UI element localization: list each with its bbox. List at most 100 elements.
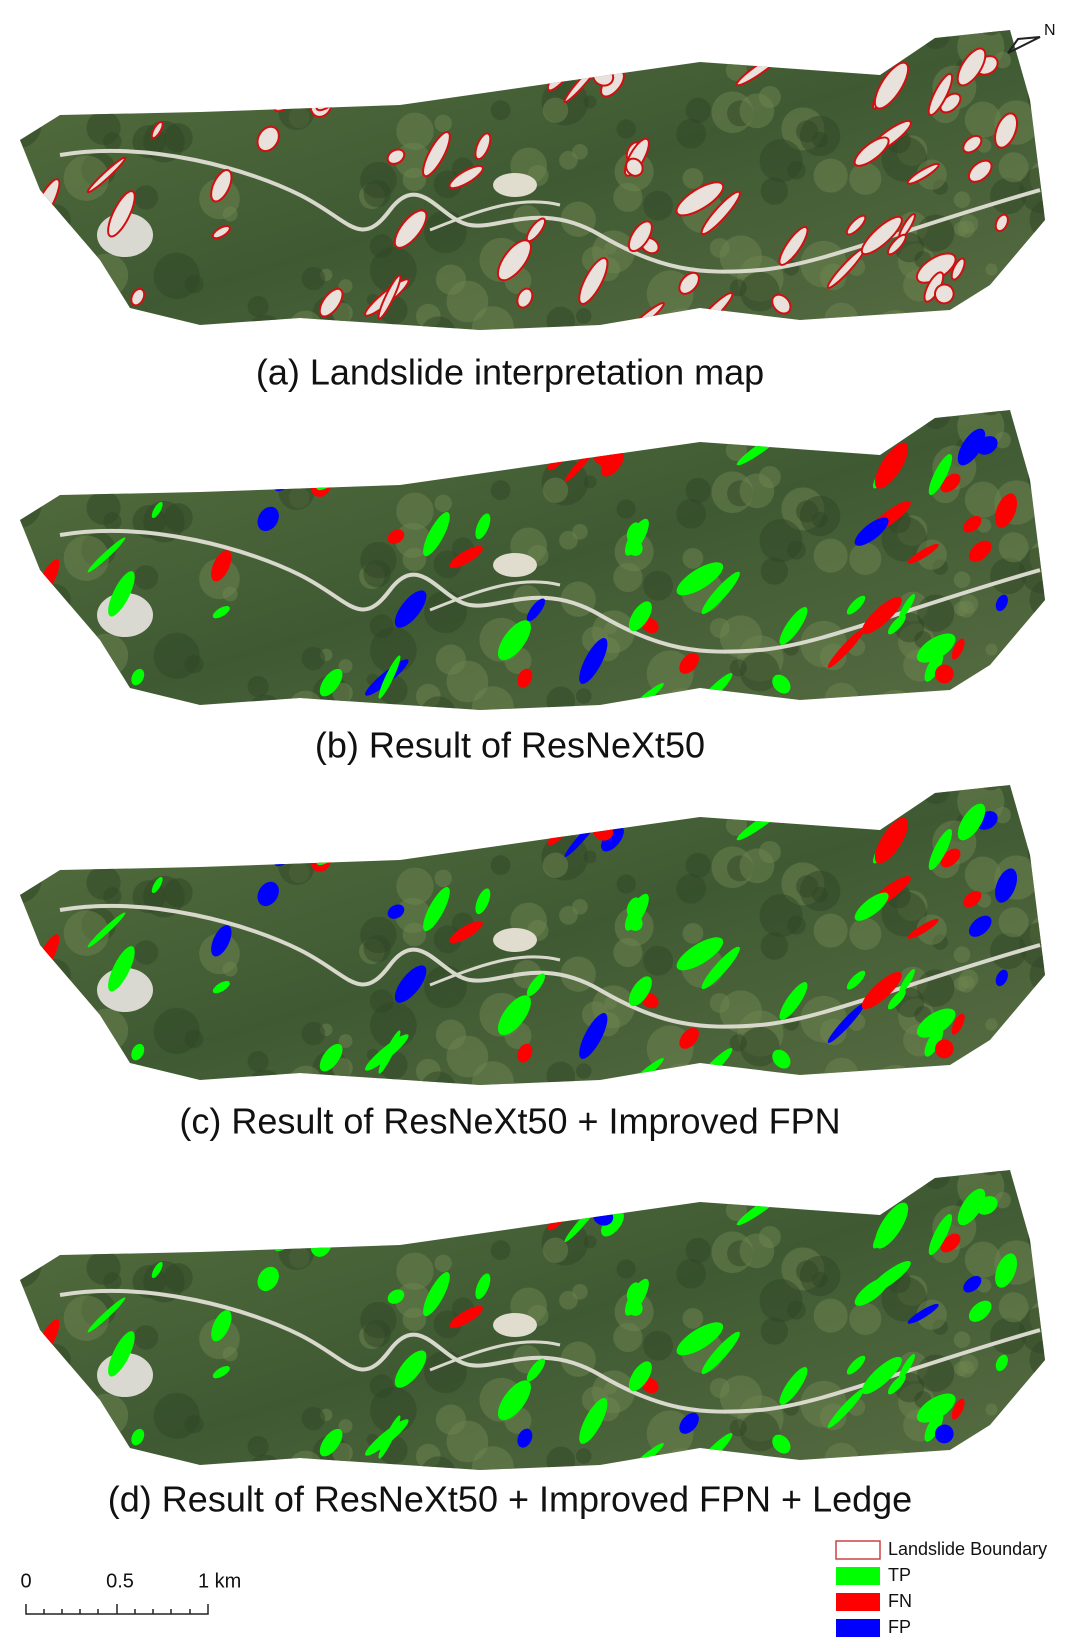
texture — [999, 532, 1029, 562]
map-panel — [0, 385, 1081, 735]
texture — [676, 874, 706, 904]
texture — [54, 303, 87, 336]
texture — [344, 1187, 373, 1216]
texture — [0, 20, 8, 33]
texture — [551, 1162, 588, 1199]
texture — [922, 21, 950, 49]
texture — [768, 1079, 790, 1101]
texture — [710, 1378, 730, 1398]
texture — [370, 989, 394, 1013]
texture — [247, 695, 284, 732]
texture — [839, 1190, 852, 1203]
texture — [835, 784, 863, 812]
landslide-patch — [234, 1204, 266, 1230]
texture — [739, 1233, 774, 1268]
landslide-patch — [88, 819, 128, 870]
texture — [396, 867, 433, 904]
texture — [279, 94, 315, 130]
texture — [363, 1320, 390, 1347]
texture — [302, 1407, 325, 1430]
texture — [999, 1292, 1029, 1322]
texture — [87, 111, 121, 145]
texture — [85, 1394, 128, 1437]
texture — [576, 308, 592, 324]
scale-label: 0.5 — [106, 1570, 134, 1592]
texture — [134, 432, 150, 448]
texture — [629, 760, 675, 806]
texture — [835, 1169, 863, 1197]
landslide-patch — [120, 1209, 136, 1230]
texture — [875, 13, 907, 45]
landslide-patch — [234, 64, 266, 90]
texture — [394, 823, 424, 853]
texture — [576, 1063, 592, 1079]
map-panel — [0, 1145, 1081, 1495]
legend: Landslide Boundary TP FN FP — [836, 1539, 1047, 1637]
texture — [760, 894, 803, 937]
texture — [982, 1422, 1019, 1459]
texture — [546, 307, 575, 336]
texture — [576, 688, 592, 704]
landslide-patch — [120, 824, 136, 845]
texture — [0, 775, 8, 788]
legend-label: Landslide Boundary — [888, 1539, 1047, 1559]
texture — [447, 1036, 489, 1078]
texture — [491, 855, 511, 875]
texture — [69, 668, 83, 682]
texture — [39, 204, 71, 236]
texture — [559, 906, 578, 925]
texture — [835, 29, 863, 57]
texture — [875, 393, 907, 425]
texture — [873, 1065, 917, 1109]
texture — [796, 875, 818, 897]
texture — [796, 1260, 818, 1282]
landslide-patch — [17, 624, 45, 651]
texture — [954, 946, 971, 963]
panel-caption: (b) Result of ResNeXt50 — [315, 725, 705, 766]
texture — [814, 159, 848, 193]
texture — [185, 1030, 204, 1049]
texture — [683, 1308, 704, 1329]
texture — [576, 1448, 592, 1464]
texture — [543, 1237, 568, 1262]
texture — [710, 993, 730, 1013]
landslide-patch — [88, 444, 128, 495]
texture — [370, 1374, 394, 1398]
texture — [191, 1171, 222, 1202]
texture — [824, 683, 858, 717]
landslide-patch — [115, 438, 162, 478]
texture — [344, 47, 373, 76]
texture — [0, 408, 31, 454]
texture — [711, 390, 741, 420]
texture — [873, 690, 917, 734]
texture — [839, 50, 852, 63]
texture — [0, 531, 12, 554]
texture — [421, 316, 457, 352]
clearing — [493, 928, 537, 952]
texture — [396, 1177, 416, 1197]
texture — [584, 475, 597, 488]
texture — [711, 765, 741, 795]
texture — [617, 499, 636, 518]
texture — [559, 1291, 578, 1310]
texture — [396, 431, 438, 473]
texture — [875, 768, 907, 800]
texture — [30, 396, 72, 438]
texture — [85, 634, 128, 677]
legend-label: TP — [888, 1565, 911, 1585]
texture — [954, 571, 971, 588]
texture — [403, 548, 427, 572]
texture — [0, 1391, 35, 1431]
texture — [629, 1145, 675, 1191]
texture — [0, 1006, 35, 1046]
texture — [396, 417, 416, 437]
texture — [824, 1058, 858, 1092]
landslide-patch — [234, 444, 266, 470]
texture — [815, 1173, 844, 1202]
clearing — [493, 553, 537, 577]
texture — [69, 1043, 83, 1057]
texture — [985, 643, 997, 655]
texture — [434, 495, 452, 513]
north-arrow: N — [1008, 22, 1056, 53]
texture — [760, 1279, 803, 1322]
